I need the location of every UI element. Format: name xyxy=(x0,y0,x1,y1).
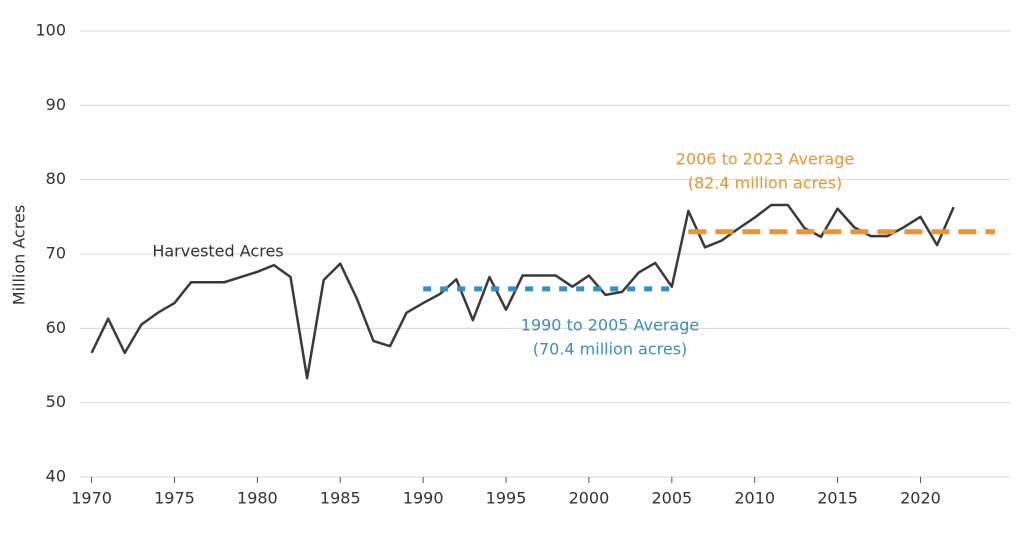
y-tick-label: 100 xyxy=(35,21,66,40)
x-tick-label: 1995 xyxy=(486,489,527,508)
x-tick-label: 2015 xyxy=(817,489,858,508)
x-tick-label: 2010 xyxy=(734,489,775,508)
x-tick-label: 1975 xyxy=(154,489,195,508)
y-tick-label: 50 xyxy=(46,392,66,411)
x-tick-label: 2000 xyxy=(569,489,610,508)
series-label: Harvested Acres xyxy=(152,242,283,261)
x-tick-label: 1985 xyxy=(320,489,361,508)
average-label: 1990 to 2005 Average xyxy=(521,316,699,335)
y-tick-label: 70 xyxy=(46,244,66,263)
x-tick-label: 1990 xyxy=(403,489,444,508)
average-label: (82.4 million acres) xyxy=(688,174,843,193)
y-tick-label: 40 xyxy=(46,467,66,486)
y-axis-label: Million Acres xyxy=(10,205,29,305)
x-tick-label: 1980 xyxy=(237,489,278,508)
y-tick-label: 60 xyxy=(46,318,66,337)
x-tick-label: 2020 xyxy=(900,489,941,508)
average-label: 2006 to 2023 Average xyxy=(676,150,854,169)
average-label: (70.4 million acres) xyxy=(533,340,688,359)
y-tick-label: 90 xyxy=(46,95,66,114)
x-tick-label: 2005 xyxy=(651,489,692,508)
x-tick-label: 1970 xyxy=(71,489,112,508)
y-tick-label: 80 xyxy=(46,169,66,188)
